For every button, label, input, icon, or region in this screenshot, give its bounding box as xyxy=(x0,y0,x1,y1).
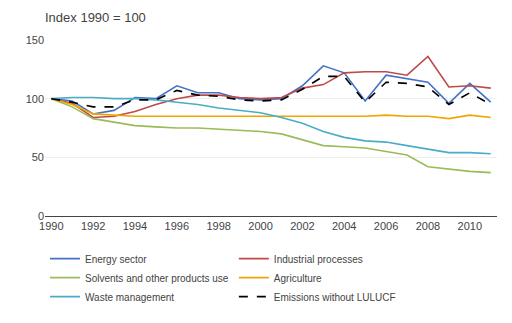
svg-text:2008: 2008 xyxy=(416,220,440,232)
svg-text:50: 50 xyxy=(32,151,44,163)
svg-text:Emissions without LULUCF: Emissions without LULUCF xyxy=(274,292,396,303)
svg-text:Agriculture: Agriculture xyxy=(274,273,322,284)
svg-text:100: 100 xyxy=(26,93,44,105)
svg-text:1998: 1998 xyxy=(206,220,230,232)
svg-text:1992: 1992 xyxy=(81,220,105,232)
svg-text:Waste management: Waste management xyxy=(85,292,174,303)
svg-text:150: 150 xyxy=(26,34,44,46)
svg-text:1994: 1994 xyxy=(123,220,147,232)
svg-text:Industrial processes: Industrial processes xyxy=(274,254,363,265)
svg-text:1996: 1996 xyxy=(165,220,189,232)
svg-text:Index 1990 = 100: Index 1990 = 100 xyxy=(45,10,146,25)
svg-text:1990: 1990 xyxy=(39,220,63,232)
svg-text:2010: 2010 xyxy=(458,220,482,232)
svg-text:Energy sector: Energy sector xyxy=(85,254,147,265)
svg-text:Solvents and other products us: Solvents and other products use xyxy=(85,273,229,284)
svg-text:0: 0 xyxy=(38,210,44,222)
svg-text:2004: 2004 xyxy=(332,220,356,232)
svg-text:2000: 2000 xyxy=(248,220,272,232)
svg-text:2006: 2006 xyxy=(374,220,398,232)
svg-text:2002: 2002 xyxy=(290,220,314,232)
